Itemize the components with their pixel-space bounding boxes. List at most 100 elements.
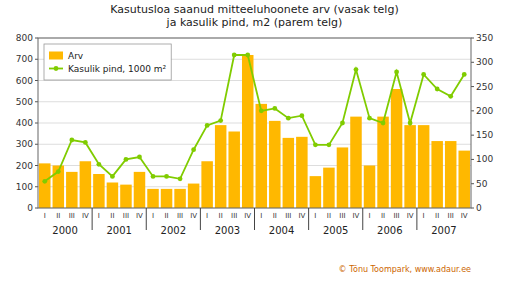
line-marker — [394, 70, 399, 75]
x-tick-label: I — [152, 212, 154, 220]
x-tick-label: IV — [82, 212, 89, 220]
line-marker — [178, 176, 183, 181]
group-separator — [308, 208, 309, 230]
bar — [93, 174, 105, 208]
line-marker — [286, 116, 291, 121]
line-marker — [327, 142, 332, 147]
bar — [269, 121, 281, 208]
bar — [310, 176, 322, 208]
line-marker — [110, 174, 115, 179]
line-marker — [381, 121, 386, 126]
plot-frame — [38, 38, 471, 208]
year-label: 2001 — [106, 225, 131, 236]
y-tick-label: 600 — [16, 76, 33, 86]
bar — [215, 125, 227, 208]
x-tick-label: IV — [136, 212, 143, 220]
x-tick-label: III — [69, 212, 75, 220]
x-tick-label: IV — [407, 212, 414, 220]
line-marker — [151, 174, 156, 179]
x-tick-label: I — [98, 212, 100, 220]
x-tick-label: III — [177, 212, 183, 220]
year-label: 2007 — [431, 225, 456, 236]
year-label: 2000 — [52, 225, 77, 236]
group-separator — [146, 208, 147, 230]
line-marker — [83, 140, 88, 145]
y2-tick-label: 150 — [476, 130, 493, 140]
group-separator — [254, 208, 255, 230]
legend: ArvKasulik pind, 1000 m² — [44, 44, 171, 80]
line-marker — [205, 123, 210, 128]
line-marker — [42, 179, 47, 184]
x-tick-label: II — [273, 212, 277, 220]
line-marker — [421, 72, 426, 77]
bar — [256, 104, 268, 208]
x-tick-label: II — [219, 212, 223, 220]
x-tick-label: IV — [298, 212, 305, 220]
bar — [391, 89, 403, 208]
line-marker — [232, 53, 237, 58]
line-marker — [69, 138, 74, 143]
bar — [323, 168, 335, 208]
bar — [418, 125, 430, 208]
bar — [283, 138, 295, 208]
x-tick-label: I — [368, 212, 370, 220]
line-marker — [354, 67, 359, 72]
bar — [134, 172, 146, 208]
year-label: 2003 — [215, 225, 240, 236]
line-marker — [448, 94, 453, 99]
x-tick-label: II — [110, 212, 114, 220]
y2-tick-label: 250 — [476, 82, 493, 92]
line-marker — [299, 113, 304, 118]
bar — [337, 147, 349, 208]
bar — [296, 137, 308, 208]
bar — [431, 141, 443, 208]
group-separator — [92, 208, 93, 230]
line-marker — [245, 53, 250, 58]
line-marker — [340, 121, 345, 126]
line-marker — [462, 72, 467, 77]
y-tick-label: 500 — [16, 97, 33, 107]
year-label: 2002 — [161, 225, 186, 236]
x-tick-label: I — [44, 212, 46, 220]
line-marker — [435, 87, 440, 92]
year-label: 2005 — [323, 225, 348, 236]
grid-line — [38, 123, 471, 124]
bar — [242, 55, 254, 208]
group-separator — [200, 208, 201, 230]
bar — [201, 161, 213, 208]
bar — [350, 117, 362, 208]
group-separator — [416, 208, 417, 230]
x-tick-label: III — [448, 212, 454, 220]
y-tick-label: 0 — [27, 203, 33, 213]
x-tick-label: II — [56, 212, 60, 220]
legend-marker — [54, 66, 59, 71]
chart: Kasutusloa saanud mitteeluhoonete arv (v… — [0, 0, 509, 282]
y-tick-label: 200 — [16, 161, 33, 171]
x-tick-label: I — [260, 212, 262, 220]
y-tick-label: 400 — [16, 118, 33, 128]
bar — [107, 183, 119, 209]
y2-tick-label: 100 — [476, 154, 493, 164]
x-tick-label: III — [285, 212, 291, 220]
x-tick-label: III — [231, 212, 237, 220]
grid-line — [38, 101, 471, 102]
line-marker — [56, 169, 61, 174]
x-tick-label: IV — [244, 212, 251, 220]
line-marker — [408, 121, 413, 126]
line-marker — [367, 116, 372, 121]
y2-tick-label: 350 — [476, 33, 493, 43]
legend-box — [44, 44, 171, 80]
line-marker — [124, 157, 129, 162]
title-line: Kasutusloa saanud mitteeluhoonete arv (v… — [110, 3, 398, 16]
y-tick-label: 800 — [16, 33, 33, 43]
bar — [458, 151, 470, 208]
x-tick-label: IV — [353, 212, 360, 220]
bar — [39, 163, 51, 208]
x-tick-label: III — [123, 212, 129, 220]
x-tick-label: II — [381, 212, 385, 220]
bar — [188, 184, 200, 208]
y-tick-label: 100 — [16, 182, 33, 192]
line-marker — [313, 142, 318, 147]
bar — [364, 166, 376, 209]
x-tick-label: II — [435, 212, 439, 220]
